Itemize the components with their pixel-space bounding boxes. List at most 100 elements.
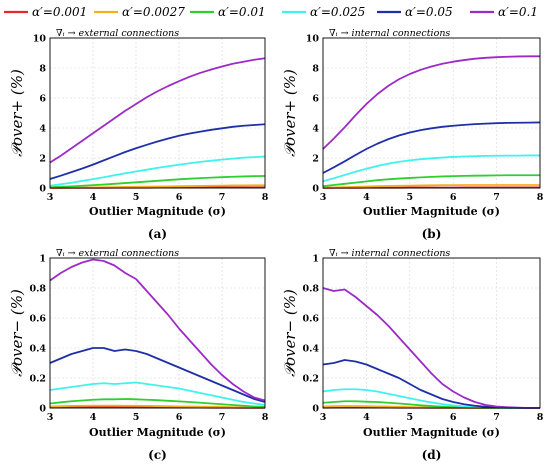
legend-entry: α′=0.001 xyxy=(4,5,87,19)
axes-frame xyxy=(322,257,541,409)
y-tick-label: 0.2 xyxy=(302,374,319,385)
plot-area xyxy=(323,258,540,408)
x-tick-label: 3 xyxy=(320,192,327,203)
y-tick-label: 4 xyxy=(39,124,46,135)
legend-entry: α′=0.0027 xyxy=(94,5,185,19)
series-line xyxy=(322,55,540,150)
x-tick-label: 5 xyxy=(406,192,413,203)
y-axis-label: 𝒫over− (%) xyxy=(8,289,26,377)
axes-frame xyxy=(322,37,541,189)
y-tick-label: 0.4 xyxy=(29,344,46,355)
series-line xyxy=(322,154,540,183)
y-tick-label: 4 xyxy=(312,124,319,135)
x-axis-label: Outlier Magnitude (σ) xyxy=(89,205,226,218)
x-tick-label: 8 xyxy=(262,192,269,203)
panel-label: (d) xyxy=(422,448,442,462)
axes-frame xyxy=(49,37,266,189)
chart-panel: 3 4 5 6 7 8 0 2 4 6 8 10 ∇ᵢ → external connections Ou… xyxy=(8,28,269,241)
y-axis-label: 𝒫over− (%) xyxy=(281,289,299,377)
y-tick-label: 1 xyxy=(39,254,46,265)
x-tick-label: 4 xyxy=(363,192,370,203)
y-tick-label: 0.6 xyxy=(29,314,46,325)
x-tick-label: 7 xyxy=(493,192,500,203)
legend-entry: α′=0.05 xyxy=(377,5,453,19)
x-tick-label: 8 xyxy=(537,192,544,203)
y-tick-label: 10 xyxy=(33,34,47,45)
y-tick-label: 0.6 xyxy=(302,314,319,325)
series-line xyxy=(49,175,266,189)
x-tick-label: 4 xyxy=(363,412,370,423)
legend-entry: α′=0.01 xyxy=(190,5,266,19)
y-tick-label: 1 xyxy=(312,254,319,265)
y-axis-label: 𝒫over+ (%) xyxy=(281,69,299,157)
legend-label: α′=0.1 xyxy=(498,5,538,19)
x-tick-label: 4 xyxy=(90,192,97,203)
series-line xyxy=(49,347,266,403)
y-tick-label: 6 xyxy=(312,94,319,105)
legend-label: α′=0.025 xyxy=(310,5,365,19)
y-tick-label: 6 xyxy=(39,94,46,105)
x-tick-label: 6 xyxy=(176,192,183,203)
series-line xyxy=(49,404,266,409)
y-tick-label: 8 xyxy=(312,64,319,75)
x-tick-label: 7 xyxy=(493,412,500,423)
chart-panel: 3 4 5 6 7 8 0 0.2 0.4 0.6 0.8 1 ∇ᵢ → internal connec… xyxy=(281,248,544,462)
y-tick-label: 0 xyxy=(39,404,46,415)
legend-entry: α′=0.1 xyxy=(470,5,538,19)
x-tick-label: 7 xyxy=(219,412,226,423)
x-tick-label: 8 xyxy=(537,412,544,423)
y-tick-label: 2 xyxy=(312,154,319,165)
plot-area xyxy=(50,258,265,408)
x-tick-label: 5 xyxy=(133,192,140,203)
series-line xyxy=(49,184,265,189)
y-tick-label: 2 xyxy=(39,154,46,165)
x-axis-label: Outlier Magnitude (σ) xyxy=(363,205,500,218)
legend-label: α′=0.01 xyxy=(218,5,266,19)
y-axis-label: 𝒫over+ (%) xyxy=(8,69,26,157)
x-axis-label: Outlier Magnitude (σ) xyxy=(89,426,226,439)
legend-entry: α′=0.025 xyxy=(282,5,365,19)
y-tick-label: 0.8 xyxy=(302,284,319,295)
y-tick-label: 0.8 xyxy=(29,284,46,295)
x-tick-label: 3 xyxy=(320,412,327,423)
series-line xyxy=(322,287,540,409)
panel-annotation: ∇ᵢ → internal connections xyxy=(329,248,450,259)
x-tick-label: 4 xyxy=(90,412,97,423)
x-tick-label: 8 xyxy=(262,412,269,423)
x-tick-label: 5 xyxy=(406,412,413,423)
chart-panel: 3 4 5 6 7 8 0 0.2 0.4 0.6 0.8 1 ∇ᵢ → external connec… xyxy=(8,248,269,462)
y-tick-label: 0.4 xyxy=(302,344,319,355)
series-line xyxy=(49,381,266,406)
series-line xyxy=(322,184,540,189)
panel-label: (a) xyxy=(148,227,167,241)
x-tick-label: 7 xyxy=(219,192,226,203)
panel-label: (b) xyxy=(422,227,442,241)
series-line xyxy=(49,258,266,402)
x-tick-label: 3 xyxy=(47,192,54,203)
series-line xyxy=(322,174,540,188)
panel-annotation: ∇ᵢ → external connections xyxy=(56,248,179,259)
chart-panel: 3 4 5 6 7 8 0 2 4 6 8 10 ∇ᵢ → internal connections Ou… xyxy=(281,28,544,241)
legend-label: α′=0.05 xyxy=(405,5,453,19)
panel-annotation: ∇ᵢ → internal connections xyxy=(329,28,450,39)
y-tick-label: 0 xyxy=(39,184,46,195)
legend-label: α′=0.001 xyxy=(32,5,87,19)
plot-area xyxy=(50,38,265,188)
legend-label: α′=0.0027 xyxy=(122,5,185,19)
y-tick-label: 0.2 xyxy=(29,374,46,385)
x-tick-label: 6 xyxy=(450,412,457,423)
panel-label: (c) xyxy=(148,448,167,462)
x-axis-label: Outlier Magnitude (σ) xyxy=(363,426,500,439)
axes-frame xyxy=(49,257,266,409)
legend: α′=0.001 α′=0.0027 α′=0.01 α′=0.025 α′=0.05 α… xyxy=(4,5,538,19)
x-tick-label: 3 xyxy=(47,412,54,423)
x-tick-label: 5 xyxy=(133,412,140,423)
series-line xyxy=(49,123,266,180)
series-line xyxy=(322,121,541,174)
y-tick-label: 0 xyxy=(312,184,319,195)
series-line xyxy=(49,57,266,164)
series-line xyxy=(49,155,266,187)
x-tick-label: 6 xyxy=(450,192,457,203)
